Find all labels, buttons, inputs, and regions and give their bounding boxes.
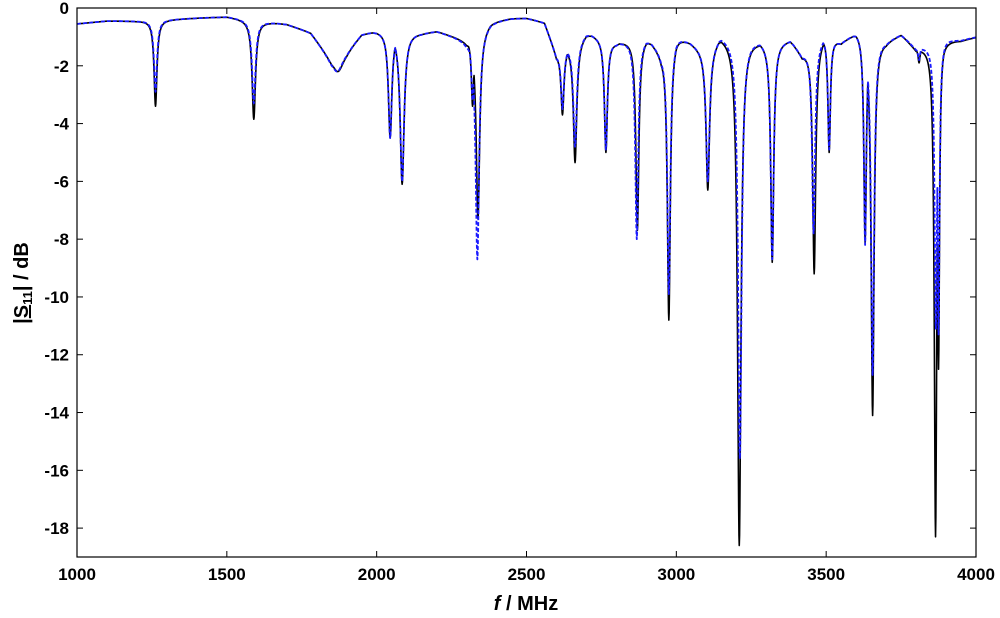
y-axis-label-s: S xyxy=(11,305,33,318)
x-axis-label: f / MHz xyxy=(494,593,558,615)
plot-area xyxy=(77,8,976,557)
y-axis-label-bar-open: | xyxy=(11,318,33,324)
y-axis-label-unit: | / dB xyxy=(11,242,33,291)
y-tick-label: -18 xyxy=(44,519,69,538)
x-tick-label: 2500 xyxy=(508,565,546,584)
x-tick-label: 1500 xyxy=(208,565,246,584)
y-axis-label-subscript: 11 xyxy=(20,291,35,305)
y-tick-label: 0 xyxy=(60,0,69,18)
y-tick-label: -10 xyxy=(44,288,69,307)
y-tick-label: -14 xyxy=(44,404,69,423)
series-layer xyxy=(76,16,977,547)
y-tick-label: -12 xyxy=(44,346,69,365)
tick-layer: 1000 1500 2000 2500 3000 3500 4000 0 -2 -4 -6 -8 -10… xyxy=(44,0,994,584)
x-tick-label: 2000 xyxy=(358,565,396,584)
y-axis-label: |S11| / dB xyxy=(11,242,35,324)
series-line-1 xyxy=(76,16,977,547)
x-axis-label-italic: f xyxy=(494,593,503,615)
x-tick-label: 3500 xyxy=(807,565,845,584)
y-tick-label: -8 xyxy=(54,230,69,249)
y-tick-label: -16 xyxy=(44,461,69,480)
x-axis-label-unit: / MHz xyxy=(500,593,558,615)
x-tick-label: 3000 xyxy=(657,565,695,584)
x-tick-label: 1000 xyxy=(58,565,96,584)
x-tick-label: 4000 xyxy=(957,565,995,584)
y-tick-label: -4 xyxy=(54,115,70,134)
y-tick-label: -2 xyxy=(54,57,69,76)
y-tick-label: -6 xyxy=(54,172,69,191)
